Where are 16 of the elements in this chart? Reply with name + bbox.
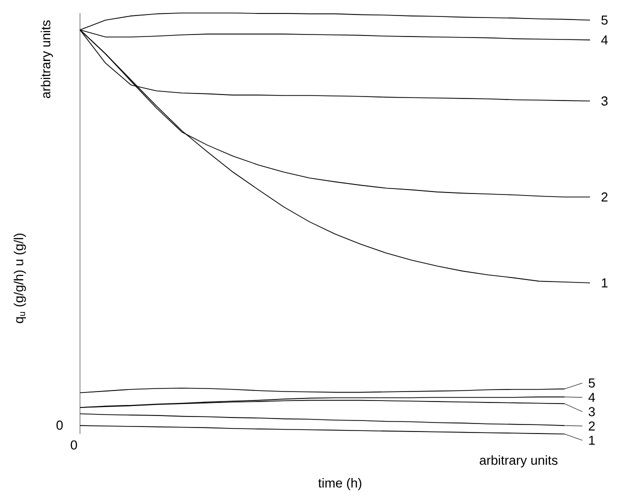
legend-label: 5 [588, 378, 595, 388]
series-label: 5 [601, 16, 608, 25]
series-label: 2 [602, 192, 608, 202]
legend-label: 2 [588, 421, 595, 431]
text: arbitrary units [40, 20, 53, 98]
series-label: 3 [601, 96, 608, 106]
legend-label: 3 [588, 407, 595, 416]
text: 0 [70, 440, 78, 450]
text: 0 [56, 420, 63, 430]
series-label: 1 [602, 278, 608, 288]
x-axis-title: time (h) [318, 478, 362, 490]
legend-label: 1 [589, 436, 595, 445]
legend-label: 4 [588, 392, 596, 402]
y-axis-title: q$_{u}$ (g/g/h) u (g/l) [14, 234, 26, 324]
text: arbitrary units [480, 455, 558, 468]
series-label: 4 [601, 35, 608, 44]
